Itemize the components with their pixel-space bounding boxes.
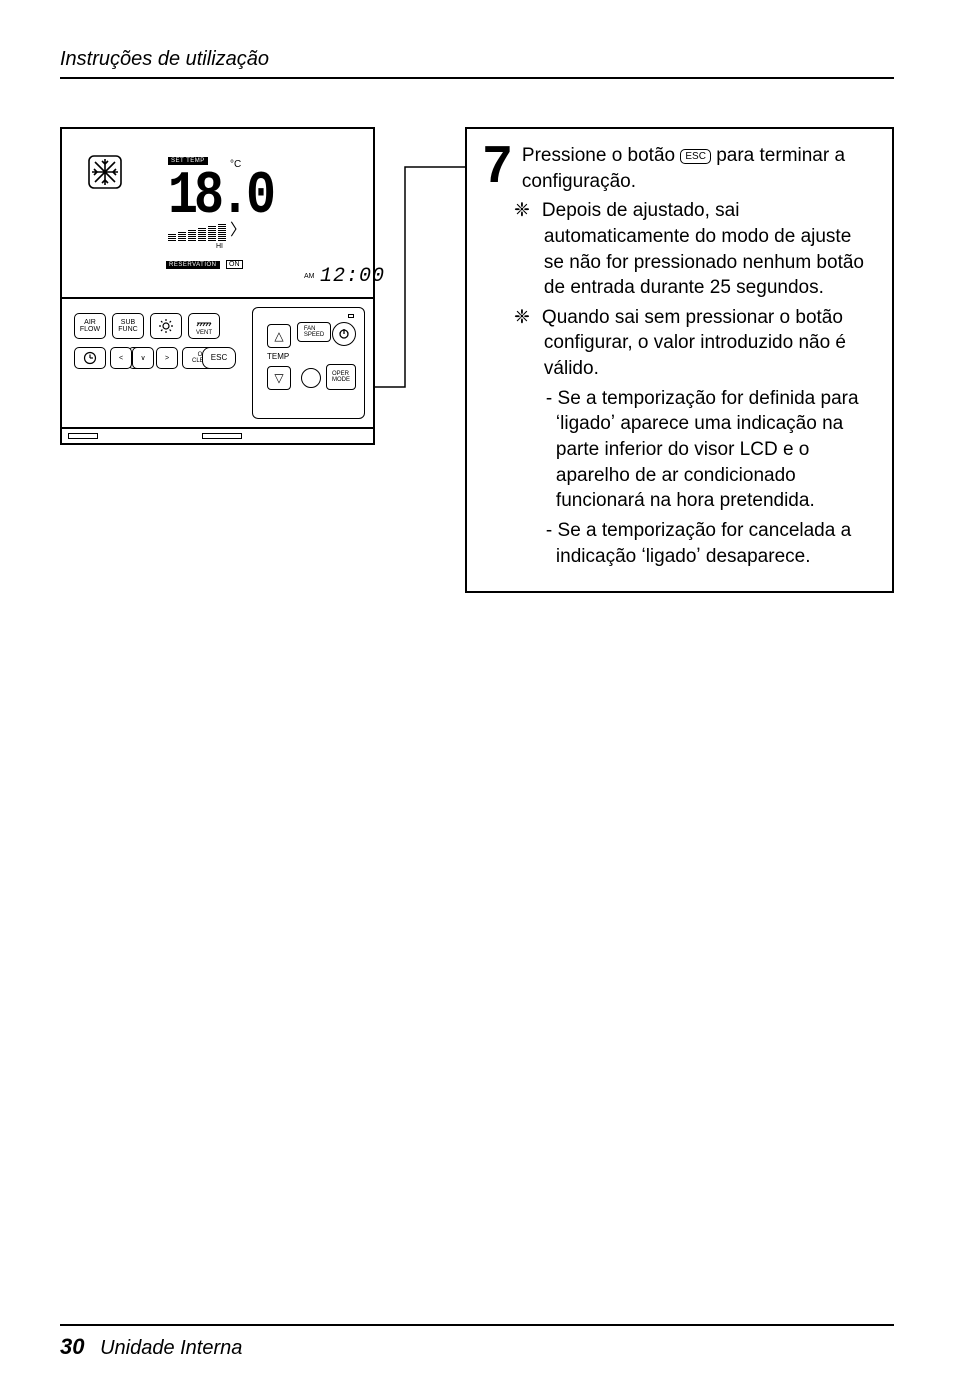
subbullet-2: - Se a temporização for cancelada a indi… xyxy=(522,518,876,569)
intro-part-a: Pressione o botão xyxy=(522,145,680,166)
subbullet-2-text: Se a temporização for cancelada a indica… xyxy=(556,520,851,567)
fan-level-bars xyxy=(168,223,226,241)
bullet-1-text: Depois de ajustado, sai automaticamente … xyxy=(542,200,864,298)
vent-label: VENT xyxy=(196,330,212,336)
footer-label-text: Unidade Interna xyxy=(100,1337,242,1359)
footer-page-number: 30 xyxy=(60,1334,84,1359)
indicator-led-icon xyxy=(348,314,354,318)
down-button[interactable]: ∨ xyxy=(132,347,154,369)
oper-mode-button[interactable]: OPER MODE xyxy=(326,364,356,390)
esc-inline-icon: ESC xyxy=(680,149,711,164)
fan-arrow-icon: 〉 xyxy=(230,223,246,239)
step-intro: Pressione o botão ESC para terminar a co… xyxy=(522,143,876,194)
power-button[interactable] xyxy=(332,322,356,346)
remote-bottom-strip xyxy=(62,427,373,443)
bullet-1: ❈Depois de ajustado, sai automaticamente… xyxy=(522,198,876,301)
page: Instruções de utilização xyxy=(0,0,954,1400)
content-row: SET TEMP °C 18.0 〉 HI RESERVATION ON AM … xyxy=(60,127,894,593)
snowflake-bullet-icon: ❈ xyxy=(524,305,540,331)
snowflake-icon xyxy=(88,155,122,189)
connector-line xyxy=(395,127,465,427)
airflow-button[interactable]: AIR FLOW xyxy=(74,313,106,339)
left-button[interactable]: < xyxy=(110,347,132,369)
timer-button[interactable] xyxy=(74,347,106,369)
page-footer: 30 Unidade Interna xyxy=(60,1324,894,1360)
subfunc-button[interactable]: SUB FUNC xyxy=(112,313,144,339)
bullet-2: ❈Quando sai sem pressionar o botão confi… xyxy=(522,305,876,382)
step-text: Pressione o botão ESC para terminar a co… xyxy=(522,143,876,573)
subbullet-1-text: Se a temporização for definida para ʻlig… xyxy=(556,388,859,512)
footer-label: Unidade Interna xyxy=(89,1337,242,1359)
vent-icon xyxy=(196,321,212,331)
temp-value: 18.0 xyxy=(168,163,272,231)
step-number: 7 xyxy=(483,143,512,187)
lcd-screen: SET TEMP °C 18.0 〉 HI RESERVATION ON AM … xyxy=(62,129,373,299)
vent-button[interactable]: VENT xyxy=(188,313,220,339)
on-indicator: ON xyxy=(226,260,243,269)
gear-icon xyxy=(158,318,174,334)
snowflake-bullet-icon: ❈ xyxy=(524,198,540,224)
right-button-panel: △ FAN SPEED TEMP ▽ OPER MODE xyxy=(252,307,365,419)
header-title: Instruções de utilização xyxy=(60,48,894,71)
subbullet-1: - Se a temporização for definida para ʻl… xyxy=(522,386,876,514)
remote-column: SET TEMP °C 18.0 〉 HI RESERVATION ON AM … xyxy=(60,127,395,445)
right-button[interactable]: > xyxy=(156,347,178,369)
bullet-2-text: Quando sai sem pressionar o botão config… xyxy=(542,307,846,379)
power-icon xyxy=(338,328,350,340)
temp-down-button[interactable]: ▽ xyxy=(267,366,291,390)
temp-label: TEMP xyxy=(267,352,289,361)
instruction-column: 7 Pressione o botão ESC para terminar a … xyxy=(465,127,894,593)
clock-icon xyxy=(83,351,97,365)
button-area: AIR FLOW SUB FUNC VENT xyxy=(62,299,373,427)
hi-label: HI xyxy=(216,243,223,250)
temp-up-button[interactable]: △ xyxy=(267,324,291,348)
page-header: Instruções de utilização xyxy=(60,48,894,79)
mode-circle-button[interactable] xyxy=(301,368,321,388)
settings-button[interactable] xyxy=(150,313,182,339)
esc-button[interactable]: ESC xyxy=(202,347,236,369)
ampm-label: AM xyxy=(304,273,315,280)
step-box: 7 Pressione o botão ESC para terminar a … xyxy=(465,127,894,593)
fan-speed-button[interactable]: FAN SPEED xyxy=(297,322,331,342)
left-button-panel: AIR FLOW SUB FUNC VENT xyxy=(70,307,248,419)
reservation-label: RESERVATION xyxy=(166,261,220,269)
remote-controller: SET TEMP °C 18.0 〉 HI RESERVATION ON AM … xyxy=(60,127,375,445)
